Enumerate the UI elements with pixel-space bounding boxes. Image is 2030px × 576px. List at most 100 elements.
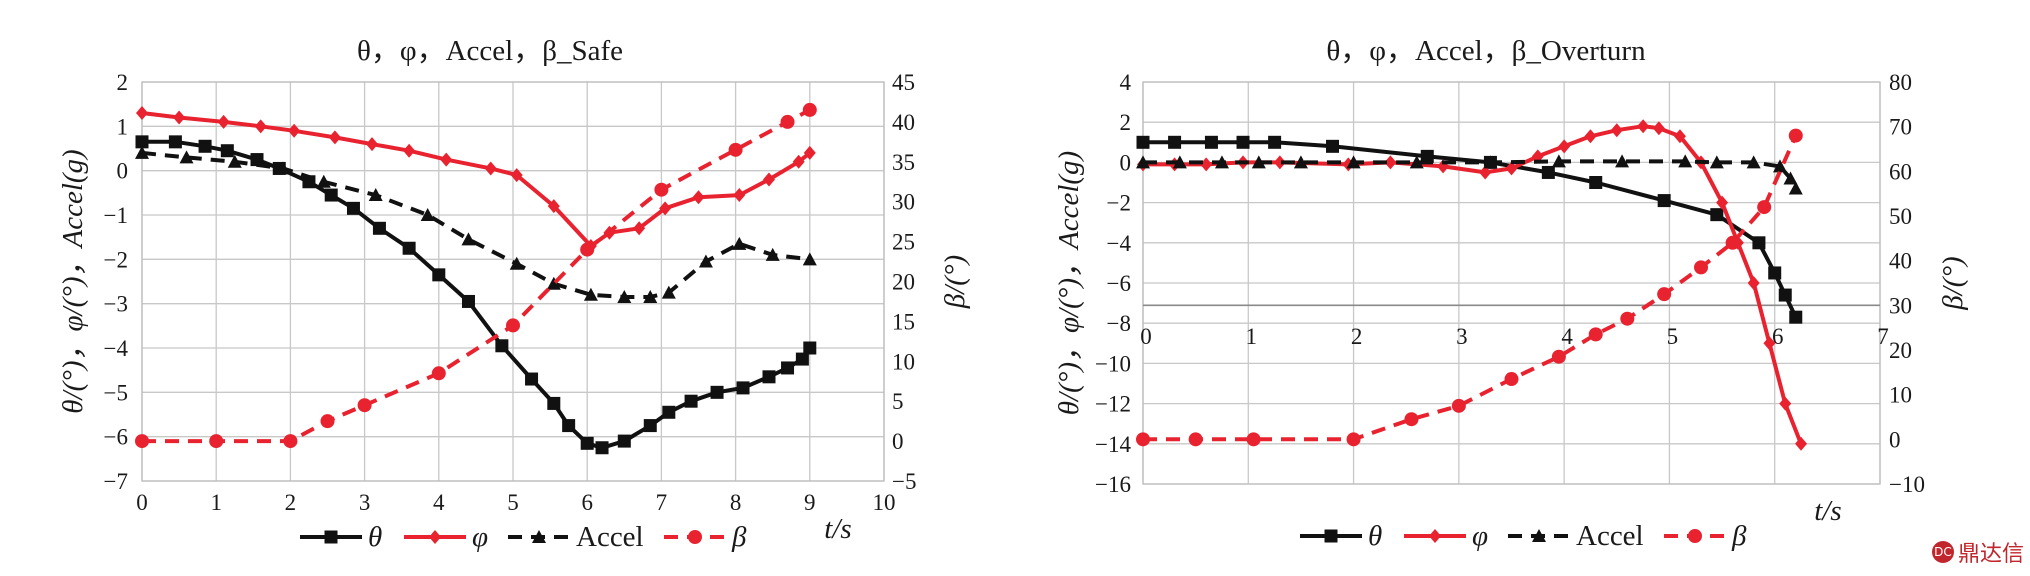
chart-title: θ，φ，Accel，β_Safe (357, 35, 623, 67)
data-point (328, 130, 341, 145)
y-tick-label: 2 (1120, 110, 1132, 135)
data-point (1136, 432, 1150, 447)
x-tick-label: 8 (730, 490, 742, 515)
data-point (1788, 128, 1803, 143)
data-point (324, 188, 338, 202)
data-point (617, 434, 631, 448)
y-tick-label: −4 (1107, 231, 1132, 256)
y-tick-label: 4 (1120, 70, 1132, 95)
data-point (357, 398, 372, 413)
watermark-text: 鼎达信 (1957, 542, 2024, 567)
data-point (217, 114, 230, 129)
legend-label: θ (1368, 520, 1382, 552)
data-point (495, 339, 509, 353)
y-tick-label: −10 (1095, 351, 1131, 376)
x-tick-label: 3 (1456, 324, 1468, 349)
series-line (142, 139, 812, 450)
data-point (368, 188, 383, 202)
data-point (1709, 155, 1724, 169)
data-point (1757, 200, 1772, 215)
data-point (1200, 157, 1213, 172)
data-point (633, 221, 646, 236)
data-point (1251, 155, 1266, 169)
data-point (1778, 288, 1792, 302)
data-point (168, 135, 182, 149)
legend: θ φ Accel β (1300, 520, 1747, 552)
series-0 (135, 135, 817, 455)
data-point (662, 405, 676, 419)
series-2 (1136, 154, 1803, 195)
y2-tick-label: 35 (892, 150, 915, 175)
watermark-logo-icon: DC (1931, 541, 1954, 563)
y2-tick-label: 40 (1889, 249, 1912, 274)
y2-tick-label: 40 (892, 110, 915, 135)
y2-tick-label: 50 (1889, 204, 1912, 229)
data-point (802, 252, 817, 266)
legend-label: Accel (1576, 520, 1644, 552)
data-point (506, 318, 520, 333)
data-point (1136, 135, 1150, 149)
chart-overturn: θ，φ，Accel，β_Overturn −16 −14 −12 −10 −8 −6 −4 −2… (1053, 35, 1969, 552)
y2-tick-label: −5 (892, 469, 916, 494)
data-point (135, 434, 149, 449)
data-point (1384, 155, 1397, 170)
data-point (316, 174, 331, 188)
x-tick-label: 7 (656, 490, 668, 515)
data-point (580, 242, 595, 257)
x-tick-label: 4 (1561, 324, 1573, 349)
legend-marker (429, 530, 441, 544)
x-tick-label: 0 (136, 490, 148, 515)
data-point (366, 137, 379, 152)
data-point (654, 182, 669, 197)
data-point (1551, 154, 1566, 168)
data-point (1620, 311, 1635, 326)
legend-marker (1324, 529, 1338, 543)
data-point (762, 172, 775, 187)
data-point (1588, 327, 1603, 342)
data-point (1615, 154, 1630, 168)
data-point (692, 190, 705, 205)
x-tick-label: 1 (210, 490, 222, 515)
data-point (484, 161, 497, 176)
data-point (1637, 119, 1650, 134)
data-point (1678, 154, 1693, 168)
data-point (1783, 171, 1798, 185)
data-point (1779, 396, 1792, 411)
data-point (440, 152, 453, 167)
legend-label: φ (472, 521, 488, 553)
data-point (135, 135, 149, 149)
data-point (710, 385, 724, 399)
data-point (1268, 135, 1282, 149)
y-tick-label: 1 (117, 114, 129, 139)
data-point (732, 236, 747, 250)
y2-tick-label: 60 (1889, 159, 1912, 184)
y-tick-label: 2 (117, 70, 129, 95)
data-point (643, 419, 657, 433)
data-point (1214, 155, 1229, 169)
y-tick-label: −8 (1107, 311, 1131, 336)
data-point (643, 290, 658, 304)
data-point (220, 144, 234, 158)
data-point (509, 256, 524, 270)
series-line (1143, 159, 1798, 190)
data-point (1589, 176, 1603, 189)
plot-frame (1142, 81, 1881, 485)
data-point (733, 188, 746, 203)
data-point (209, 434, 224, 449)
legend-label: Accel (576, 521, 644, 553)
legend-marker (1688, 529, 1702, 543)
y2-tick-label: 30 (892, 190, 915, 215)
y2-tick-label: 10 (892, 349, 915, 374)
data-point (546, 276, 561, 290)
data-point (736, 381, 750, 395)
y2-tick-label: 80 (1889, 70, 1912, 95)
data-point (250, 153, 264, 167)
data-point (1746, 155, 1761, 169)
data-point (781, 361, 795, 375)
y2-tick-label: 20 (1889, 338, 1912, 363)
data-point (803, 145, 816, 160)
data-point (1188, 432, 1203, 447)
data-point (595, 441, 609, 455)
chart-safe: θ，φ，Accel，β_Safe−7−6−5−4−3−2−1012−505101… (57, 35, 971, 553)
x-axis-label: t/s (1814, 495, 1841, 527)
